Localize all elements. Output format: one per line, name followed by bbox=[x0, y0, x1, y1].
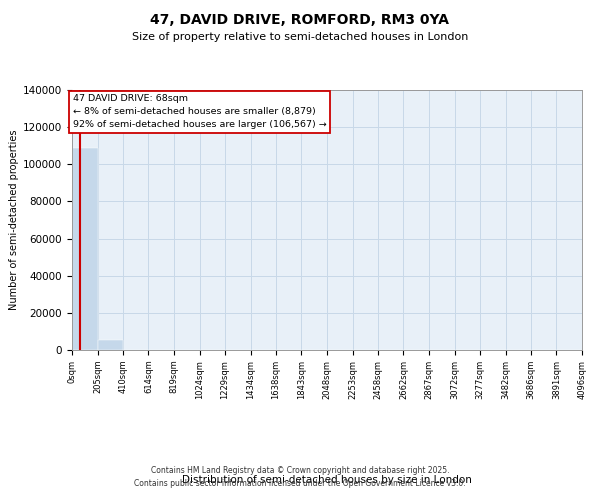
Y-axis label: Number of semi-detached properties: Number of semi-detached properties bbox=[9, 130, 19, 310]
Bar bbox=[98, 340, 123, 350]
Text: Contains HM Land Registry data © Crown copyright and database right 2025.
Contai: Contains HM Land Registry data © Crown c… bbox=[134, 466, 466, 487]
Bar bbox=[72, 148, 98, 350]
Text: Size of property relative to semi-detached houses in London: Size of property relative to semi-detach… bbox=[132, 32, 468, 42]
X-axis label: Distribution of semi-detached houses by size in London: Distribution of semi-detached houses by … bbox=[182, 476, 472, 486]
Text: 47, DAVID DRIVE, ROMFORD, RM3 0YA: 47, DAVID DRIVE, ROMFORD, RM3 0YA bbox=[151, 12, 449, 26]
Text: 47 DAVID DRIVE: 68sqm
← 8% of semi-detached houses are smaller (8,879)
92% of se: 47 DAVID DRIVE: 68sqm ← 8% of semi-detac… bbox=[73, 94, 326, 130]
